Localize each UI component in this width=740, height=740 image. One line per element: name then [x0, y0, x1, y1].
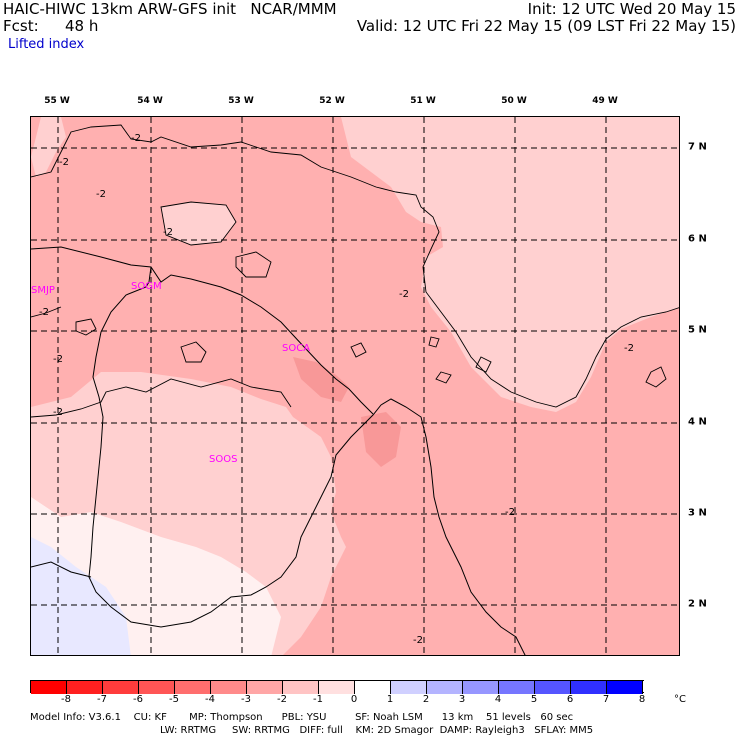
contours-m2: [31, 124, 679, 418]
model-info-line2: LW: RRTMG SW: RRTMG DIFF: full KM: 2D Sm…: [160, 725, 594, 736]
contour-label: -2: [399, 289, 409, 300]
lifted-index-map: -2 -2 -2 -2 -2 -2 -2 -2 -2 -2 -2 SMJP SO…: [30, 116, 680, 656]
lon-label-55w: 55 W: [44, 96, 70, 106]
contour-label: -2: [163, 227, 173, 238]
color-legend: [30, 680, 644, 694]
lon-label-53w: 53 W: [228, 96, 254, 106]
legend-color-cell: [247, 681, 283, 694]
contour-label: -2: [624, 343, 634, 354]
contour-labels: -2 -2 -2 -2 -2 -2 -2 -2 -2 -2 -2: [39, 133, 634, 646]
station-soca: SOCA: [282, 343, 310, 354]
legend-color-cell: [139, 681, 175, 694]
legend-tick-label: -2: [277, 694, 287, 705]
forecast-label: Fcst:: [3, 17, 39, 35]
contour-label: -2: [131, 133, 141, 144]
legend-tick-label: 4: [494, 694, 502, 705]
region-li-1-2: [31, 537, 131, 655]
legend-color-cell: [283, 681, 319, 694]
legend-color-cell: [211, 681, 247, 694]
region-li-m1-0-n-patch: [161, 202, 236, 245]
stations: SMJP SOGM SOCA SOOS: [31, 281, 310, 465]
region-li-m3-m2-b: [361, 412, 401, 467]
station-sogm: SOGM: [131, 281, 162, 292]
legend-color-cell: [103, 681, 139, 694]
legend-tick-label: -3: [241, 694, 251, 705]
legend-color-cell: [571, 681, 607, 694]
legend-tick-label: 6: [566, 694, 574, 705]
legend-unit: °C: [674, 694, 686, 705]
region-li-m1-0-nw-patch: [31, 117, 66, 177]
model-title: HAIC-HIWC 13km ARW-GFS init NCAR/MMM: [3, 0, 337, 18]
legend-color-cell: [607, 681, 643, 694]
lat-label-3n: 3 N: [688, 507, 707, 519]
region-li-m1-0-ne: [423, 117, 679, 405]
contour-label: -2: [505, 507, 515, 518]
legend-tick-label: 2: [422, 694, 430, 705]
model-info-line1: Model Info: V3.6.1 CU: KF MP: Thompson P…: [30, 712, 574, 723]
station-smjp: SMJP: [31, 285, 55, 296]
init-time: Init: 12 UTC Wed 20 May 15: [527, 0, 736, 18]
legend-tick-label: 5: [530, 694, 538, 705]
legend-tick-label: 1: [386, 694, 394, 705]
region-li-m3-m2-a: [293, 357, 349, 402]
legend-color-cell: [427, 681, 463, 694]
lon-label-54w: 54 W: [137, 96, 163, 106]
legend-color-cell: [31, 681, 67, 694]
legend-color-cell: [391, 681, 427, 694]
lon-label-49w: 49 W: [592, 96, 618, 106]
legend-color-cell: [67, 681, 103, 694]
coastlines-borders: [31, 246, 526, 655]
forecast-hours: 48 h: [65, 17, 99, 35]
legend-color-cell: [535, 681, 571, 694]
legend-tick-label: -6: [133, 694, 143, 705]
legend-tick-label: -4: [205, 694, 215, 705]
legend-tick-label: 8: [638, 694, 646, 705]
contour-label: -2: [53, 407, 63, 418]
contour-label: -2: [59, 157, 69, 168]
legend-tick-label: 7: [602, 694, 610, 705]
lat-label-2n: 2 N: [688, 598, 707, 610]
contour-label: -2: [413, 635, 423, 646]
legend-tick-label: 3: [458, 694, 466, 705]
legend-color-cell: [499, 681, 535, 694]
field-name: Lifted index: [8, 37, 85, 52]
valid-time: Valid: 12 UTC Fri 22 May 15 (09 LST Fri …: [356, 17, 736, 35]
legend-tick-label: -8: [61, 694, 71, 705]
lat-label-7n: 7 N: [688, 141, 707, 153]
contour-label: -2: [39, 307, 49, 318]
lon-label-50w: 50 W: [501, 96, 527, 106]
lat-label-5n: 5 N: [688, 324, 707, 336]
lat-label-6n: 6 N: [688, 233, 707, 245]
legend-tick-label: 0: [350, 694, 358, 705]
legend-tick-label: -1: [313, 694, 323, 705]
legend-tick-label: -5: [169, 694, 179, 705]
legend-tick-label: -7: [97, 694, 107, 705]
lat-lon-grid: [31, 117, 679, 655]
legend-color-cell: [463, 681, 499, 694]
lon-label-51w: 51 W: [410, 96, 436, 106]
legend-color-cell: [319, 681, 355, 694]
contour-label: -2: [53, 354, 63, 365]
legend-color-cell: [175, 681, 211, 694]
map-canvas: -2 -2 -2 -2 -2 -2 -2 -2 -2 -2 -2 SMJP SO…: [31, 117, 679, 655]
lon-label-52w: 52 W: [319, 96, 345, 106]
legend-color-cell: [355, 681, 391, 694]
station-soos: SOOS: [209, 454, 237, 465]
contour-label: -2: [96, 189, 106, 200]
lat-label-4n: 4 N: [688, 416, 707, 428]
